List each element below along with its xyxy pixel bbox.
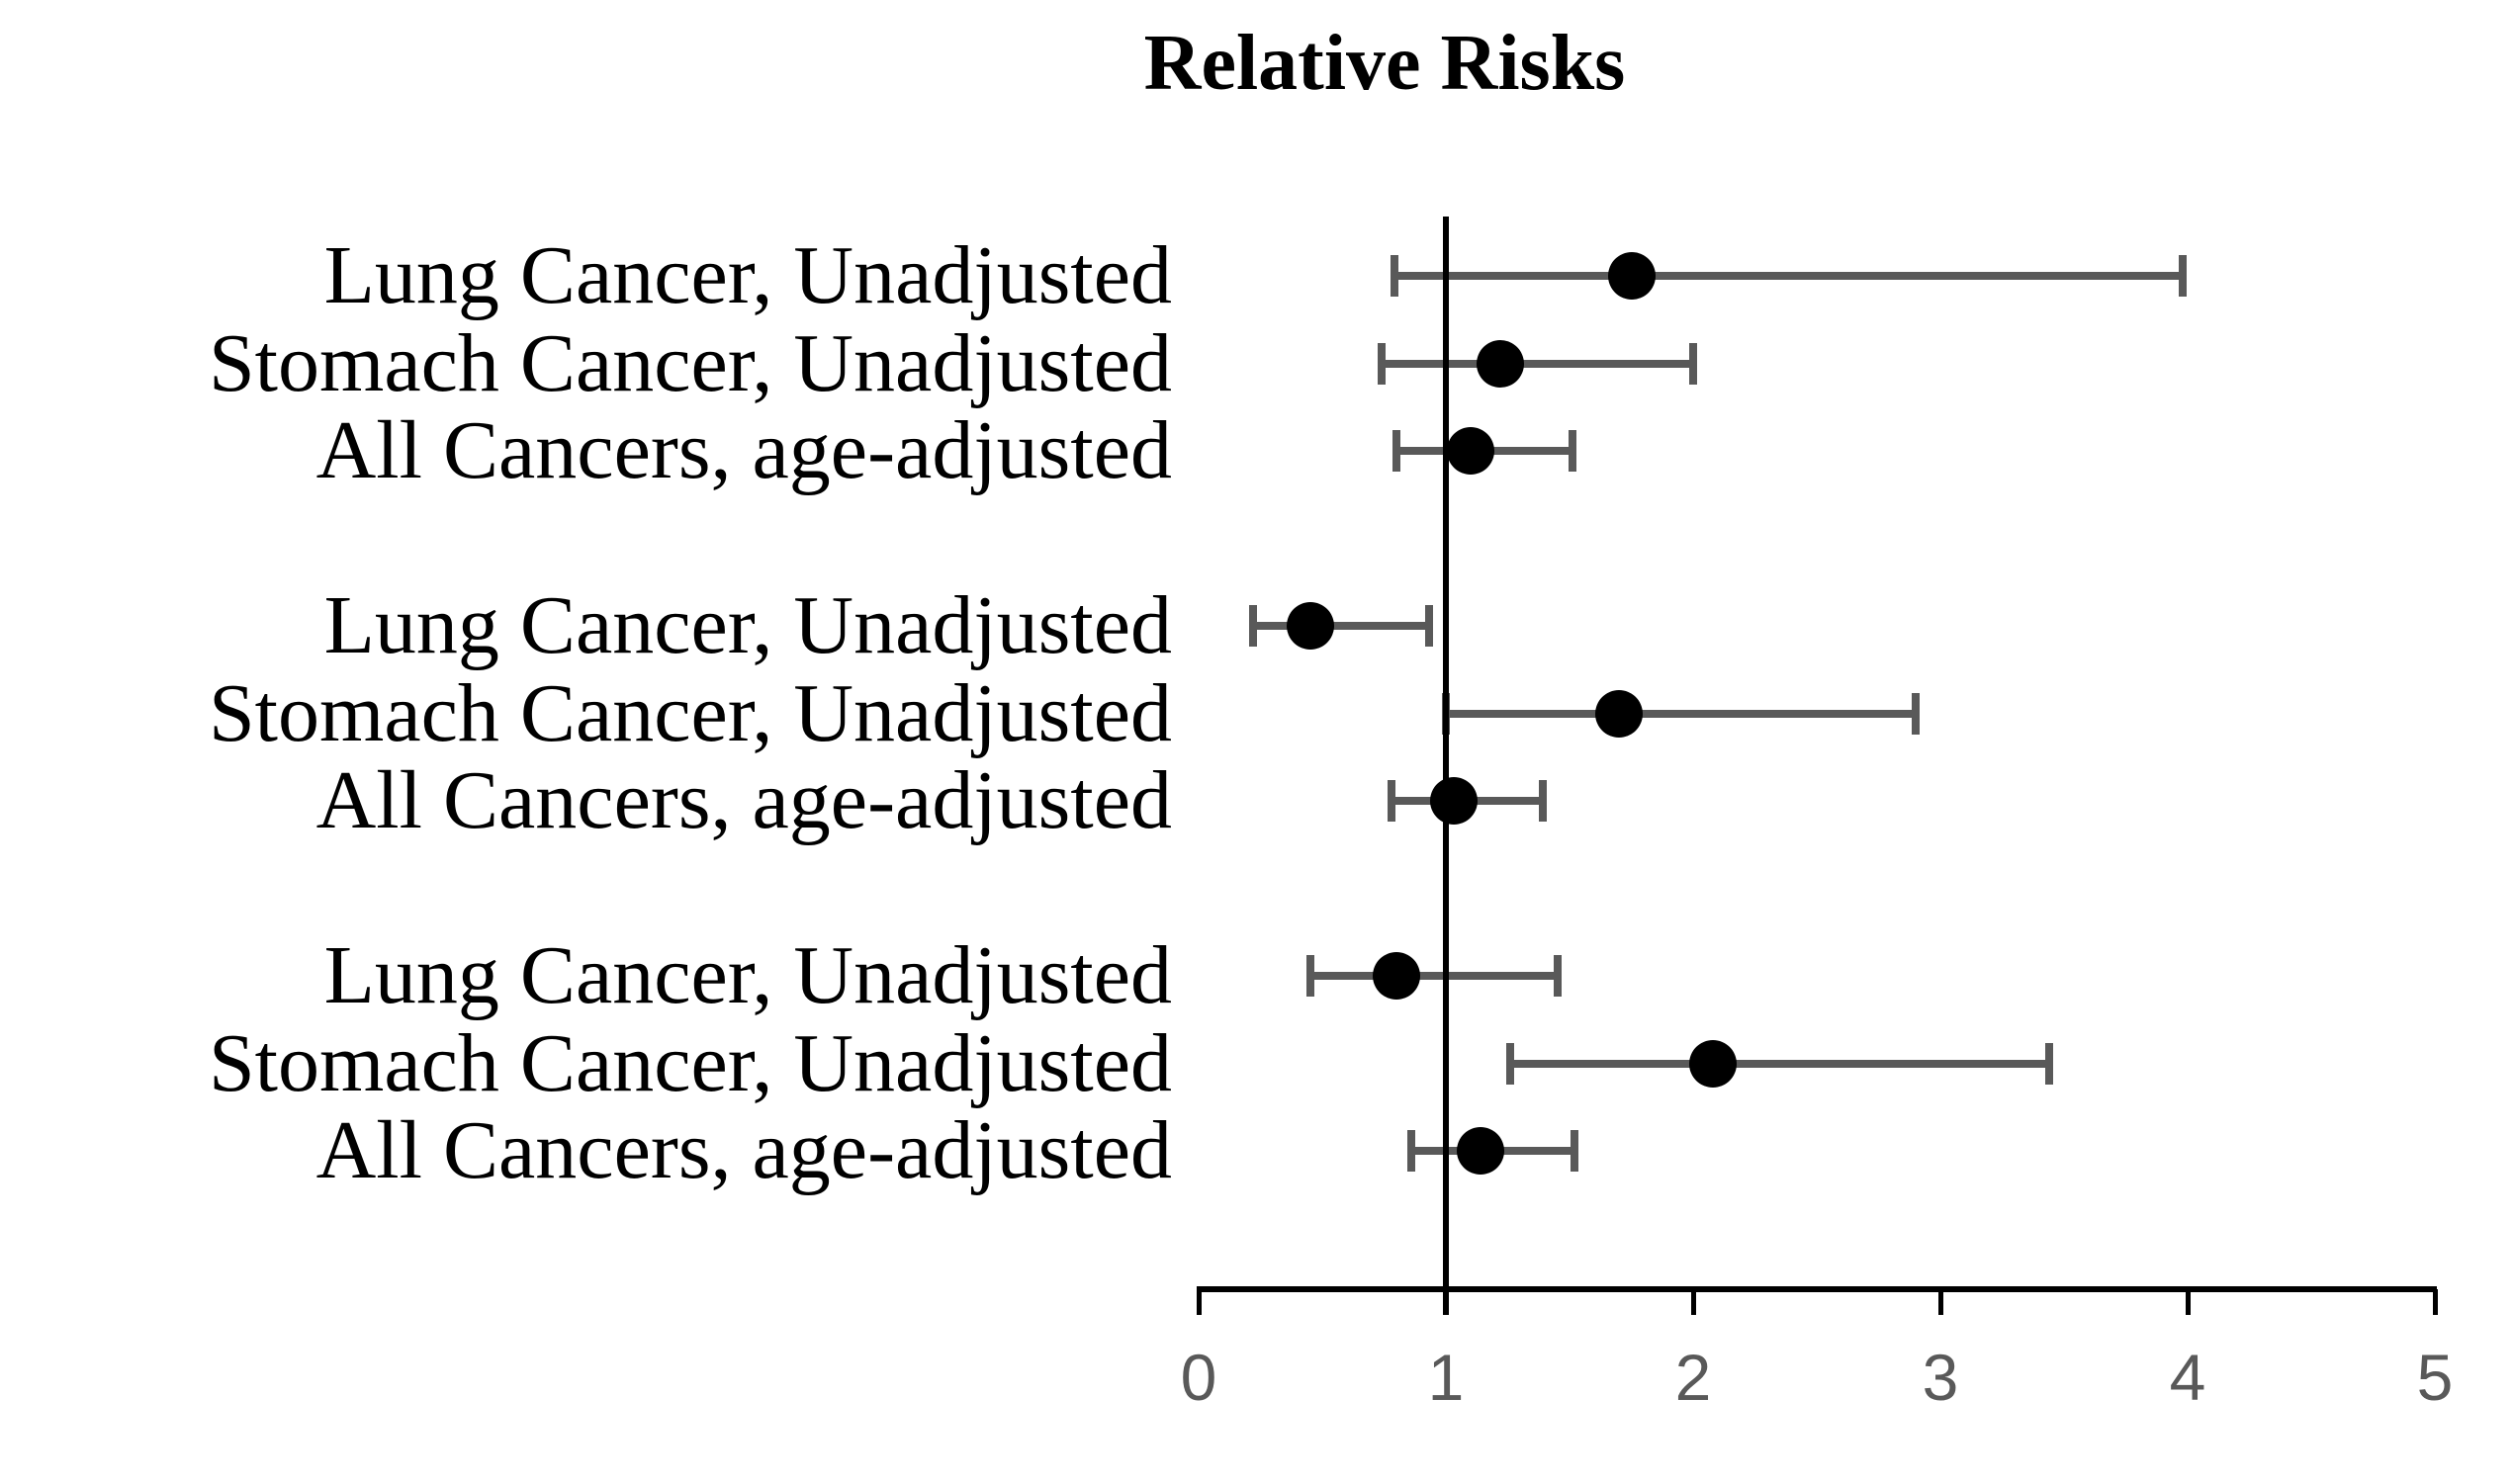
ci-cap-high (2179, 255, 2187, 297)
row-label: Stomach Cancer, Unadjusted (208, 316, 1172, 409)
rr-marker (1429, 777, 1478, 825)
x-axis-tick (1691, 1289, 1696, 1315)
row-label: Lung Cancer, Unadjusted (323, 229, 1172, 321)
row-label: Stomach Cancer, Unadjusted (208, 1016, 1172, 1109)
ci-cap-high (1568, 430, 1576, 472)
rr-marker (1607, 252, 1656, 300)
rr-marker (1689, 1039, 1737, 1088)
x-axis-tick-label: 3 (1922, 1341, 1959, 1414)
ci-cap-low (1407, 1130, 1415, 1172)
ci-bar (1393, 272, 2183, 280)
ci-cap-high (2045, 1042, 2053, 1085)
ci-cap-high (1571, 1130, 1578, 1172)
ci-cap-high (1553, 955, 1562, 997)
rr-marker (1595, 689, 1643, 738)
ci-cap-high (1538, 780, 1547, 822)
x-axis-tick-label: 5 (2416, 1341, 2454, 1414)
rr-marker (1286, 602, 1334, 650)
ci-bar (1382, 359, 1693, 368)
x-axis-line (1197, 1286, 2437, 1292)
row-label: Stomach Cancer, Unadjusted (208, 666, 1172, 759)
x-axis-tick-label: 0 (1180, 1341, 1217, 1414)
row-label: Lung Cancer, Unadjusted (323, 579, 1172, 671)
ci-cap-high (1424, 605, 1433, 647)
rr-marker (1457, 1127, 1504, 1175)
x-axis-tick (2433, 1289, 2438, 1315)
ci-bar (1309, 972, 1558, 980)
row-label: All Cancers, age-adjusted (315, 754, 1172, 846)
ci-cap-low (1378, 342, 1386, 385)
ci-cap-low (1388, 780, 1395, 822)
rr-marker (1447, 427, 1494, 475)
reference-line (1443, 217, 1449, 1315)
ci-cap-low (1390, 255, 1398, 297)
ci-cap-high (1689, 342, 1697, 385)
ci-cap-low (1392, 430, 1400, 472)
x-axis-tick (2186, 1289, 2191, 1315)
row-label: All Cancers, age-adjusted (315, 1104, 1172, 1196)
ci-bar (1253, 622, 1429, 630)
x-axis-tick-label: 2 (1674, 1341, 1712, 1414)
chart-title: Relative Risks (1143, 20, 1626, 107)
ci-cap-low (1305, 955, 1314, 997)
ci-bar (1446, 709, 1916, 718)
rr-marker (1373, 952, 1420, 1000)
ci-cap-low (1249, 605, 1257, 647)
x-axis-tick-label: 1 (1427, 1341, 1465, 1414)
row-label: All Cancers, age-adjusted (315, 404, 1172, 496)
x-axis-tick (1938, 1289, 1943, 1315)
x-axis-tick-label: 4 (2169, 1341, 2206, 1414)
ci-cap-high (1912, 692, 1920, 735)
row-label: Lung Cancer, Unadjusted (323, 929, 1172, 1021)
ci-cap-low (1506, 1042, 1514, 1085)
x-axis-tick (1197, 1289, 1202, 1315)
x-axis-tick (1444, 1289, 1449, 1315)
rr-marker (1477, 339, 1524, 388)
ci-bar (1510, 1059, 2049, 1068)
